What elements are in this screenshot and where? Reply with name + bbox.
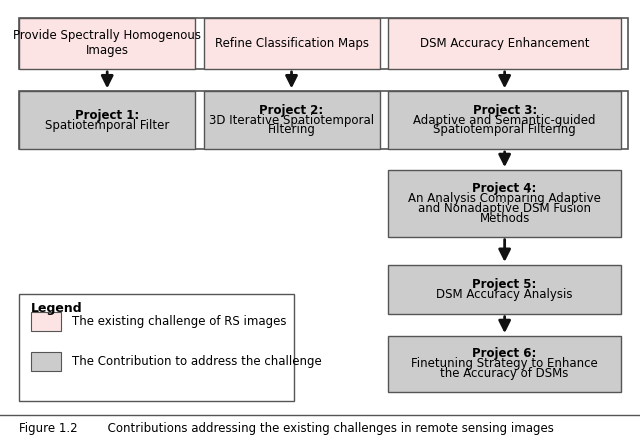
Bar <box>388 170 621 237</box>
Text: Legend: Legend <box>31 302 83 315</box>
Text: Project 6:: Project 6: <box>472 348 537 360</box>
Text: DSM Accuracy Enhancement: DSM Accuracy Enhancement <box>420 37 589 50</box>
Text: Spatiotemporal Filter: Spatiotemporal Filter <box>45 118 170 132</box>
Text: Finetuning Strategy to Enhance: Finetuning Strategy to Enhance <box>412 357 598 370</box>
Text: Refine Classification Maps: Refine Classification Maps <box>214 37 369 50</box>
Bar <box>19 91 628 149</box>
Bar <box>204 91 380 149</box>
Bar <box>19 294 294 400</box>
Text: An Analysis Comparing Adaptive: An Analysis Comparing Adaptive <box>408 192 601 205</box>
Bar <box>388 91 621 149</box>
Bar <box>31 312 61 331</box>
Text: The Contribution to address the challenge: The Contribution to address the challeng… <box>72 355 321 368</box>
Text: and Nonadaptive DSM Fusion: and Nonadaptive DSM Fusion <box>418 202 591 215</box>
Text: Methods: Methods <box>479 211 530 225</box>
Text: Adaptive and Semantic-guided: Adaptive and Semantic-guided <box>413 113 596 127</box>
Text: Figure 1.2        Contributions addressing the existing challenges in remote sen: Figure 1.2 Contributions addressing the … <box>19 421 554 435</box>
Bar <box>19 18 195 69</box>
Bar <box>31 352 61 371</box>
Text: the Accuracy of DSMs: the Accuracy of DSMs <box>440 367 569 380</box>
Text: Project 4:: Project 4: <box>472 182 537 195</box>
Text: 3D Iterative Spatiotemporal: 3D Iterative Spatiotemporal <box>209 113 374 127</box>
Text: The existing challenge of RS images: The existing challenge of RS images <box>72 315 286 328</box>
Bar <box>388 18 621 69</box>
Text: Filtering: Filtering <box>268 123 316 137</box>
Text: Project 3:: Project 3: <box>472 104 537 117</box>
Text: Project 1:: Project 1: <box>75 109 140 122</box>
Bar <box>388 265 621 314</box>
Text: DSM Accuracy Analysis: DSM Accuracy Analysis <box>436 287 573 301</box>
Text: Project 5:: Project 5: <box>472 278 537 291</box>
Text: Project 2:: Project 2: <box>259 104 324 117</box>
Bar <box>19 18 628 69</box>
Bar <box>388 336 621 392</box>
Text: Spatiotemporal Filtering: Spatiotemporal Filtering <box>433 123 576 137</box>
Bar <box>204 18 380 69</box>
Text: Provide Spectrally Homogenous
Images: Provide Spectrally Homogenous Images <box>13 29 201 57</box>
Bar <box>19 91 195 149</box>
